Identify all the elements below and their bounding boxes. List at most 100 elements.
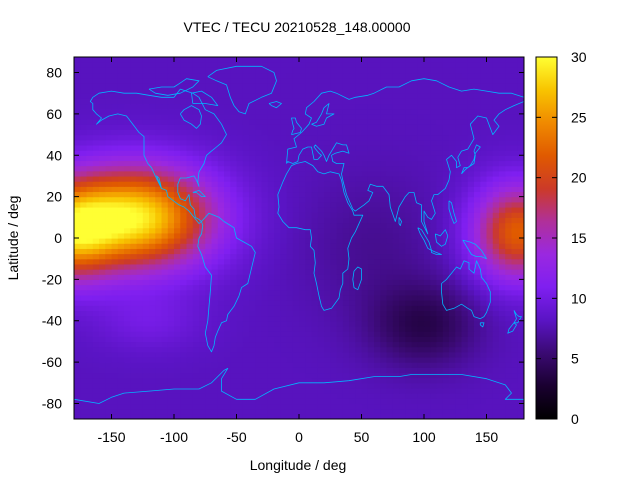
- heatmap-cell: [92, 155, 100, 162]
- heatmap-cell: [167, 356, 175, 363]
- heatmap-cell: [92, 413, 100, 419]
- heatmap-cell: [361, 155, 369, 162]
- heatmap-cell: [192, 232, 200, 239]
- heatmap-cell: [99, 144, 106, 151]
- heatmap-cell: [511, 413, 519, 419]
- heatmap-cell: [124, 98, 131, 105]
- heatmap-cell: [361, 253, 369, 260]
- heatmap-cell: [136, 72, 144, 79]
- heatmap-cell: [324, 300, 331, 306]
- heatmap-cell: [492, 72, 500, 79]
- heatmap-cell: [167, 315, 175, 322]
- heatmap-cell: [349, 181, 356, 187]
- heatmap-cell: [449, 124, 456, 130]
- heatmap-cell: [205, 398, 213, 405]
- heatmap-cell: [136, 413, 144, 419]
- heatmap-cell: [92, 144, 100, 151]
- heatmap-cell: [142, 258, 150, 265]
- heatmap-cell: [355, 387, 363, 394]
- heatmap-cell: [349, 300, 356, 306]
- heatmap-cell: [205, 175, 213, 182]
- heatmap-cell: [305, 77, 313, 84]
- heatmap-cell: [461, 382, 469, 389]
- heatmap-cell: [249, 144, 256, 151]
- heatmap-cell: [136, 191, 144, 198]
- heatmap-cell: [130, 175, 138, 182]
- heatmap-cell: [442, 113, 450, 120]
- heatmap-cell: [405, 129, 413, 136]
- heatmap-cell: [124, 139, 131, 146]
- heatmap-cell: [467, 310, 475, 317]
- heatmap-cell: [405, 336, 413, 343]
- heatmap-cell: [342, 124, 350, 130]
- heatmap-cell: [205, 284, 213, 291]
- heatmap-cell: [161, 269, 169, 275]
- heatmap-cell: [111, 67, 119, 74]
- heatmap-cell: [311, 191, 319, 198]
- heatmap-cell: [117, 351, 125, 358]
- heatmap-cell: [242, 398, 250, 405]
- heatmap-cell: [349, 351, 356, 358]
- heatmap-cell: [449, 67, 456, 74]
- heatmap-cell: [480, 238, 488, 244]
- heatmap-cell: [411, 62, 419, 68]
- heatmap-cell: [180, 196, 188, 203]
- heatmap-cell: [199, 248, 206, 255]
- heatmap-cell: [192, 170, 200, 177]
- heatmap-cell: [174, 263, 181, 270]
- heatmap-cell: [399, 144, 406, 151]
- heatmap-cell: [399, 356, 406, 363]
- heatmap-cell: [130, 186, 138, 193]
- heatmap-cell: [517, 294, 524, 301]
- heatmap-cell: [455, 387, 463, 394]
- heatmap-cell: [330, 67, 338, 74]
- heatmap-cell: [486, 93, 494, 99]
- heatmap-cell: [474, 227, 481, 234]
- heatmap-cell: [367, 119, 375, 125]
- heatmap-cell: [305, 413, 313, 419]
- heatmap-cell: [324, 253, 331, 260]
- heatmap-cell: [461, 201, 469, 208]
- heatmap-cell: [130, 191, 138, 198]
- heatmap-cell: [180, 253, 188, 260]
- heatmap-cell: [305, 398, 313, 405]
- heatmap-cell: [80, 351, 88, 358]
- heatmap-cell: [486, 377, 494, 384]
- heatmap-cell: [267, 191, 275, 198]
- heatmap-cell: [111, 124, 119, 130]
- heatmap-cell: [105, 191, 113, 198]
- heatmap-cells: [74, 57, 524, 419]
- heatmap-cell: [467, 403, 475, 410]
- heatmap-cell: [449, 279, 456, 286]
- heatmap-cell: [386, 398, 394, 405]
- heatmap-cell: [405, 175, 413, 182]
- heatmap-cell: [192, 320, 200, 327]
- heatmap-cell: [286, 413, 294, 419]
- heatmap-cell: [305, 67, 313, 74]
- heatmap-cell: [174, 243, 181, 249]
- heatmap-cell: [80, 62, 88, 68]
- heatmap-cell: [486, 222, 494, 229]
- heatmap-cell: [211, 346, 219, 353]
- heatmap-cell: [236, 113, 244, 120]
- heatmap-cell: [511, 222, 519, 229]
- heatmap-cell: [74, 98, 81, 105]
- heatmap-cell: [199, 113, 206, 120]
- heatmap-cell: [174, 98, 181, 105]
- heatmap-cell: [405, 279, 413, 286]
- heatmap-cell: [424, 341, 431, 348]
- heatmap-cell: [161, 165, 169, 172]
- heatmap-cell: [111, 300, 119, 306]
- heatmap-cell: [374, 377, 381, 384]
- heatmap-cell: [349, 186, 356, 193]
- heatmap-cell: [517, 191, 524, 198]
- heatmap-cell: [117, 289, 125, 296]
- heatmap-cell: [130, 408, 138, 415]
- heatmap-cell: [342, 408, 350, 415]
- heatmap-cell: [292, 144, 300, 151]
- heatmap-cell: [92, 108, 100, 115]
- heatmap-cell: [355, 356, 363, 363]
- heatmap-cell: [299, 403, 306, 410]
- heatmap-cell: [517, 77, 524, 84]
- heatmap-cell: [311, 227, 319, 234]
